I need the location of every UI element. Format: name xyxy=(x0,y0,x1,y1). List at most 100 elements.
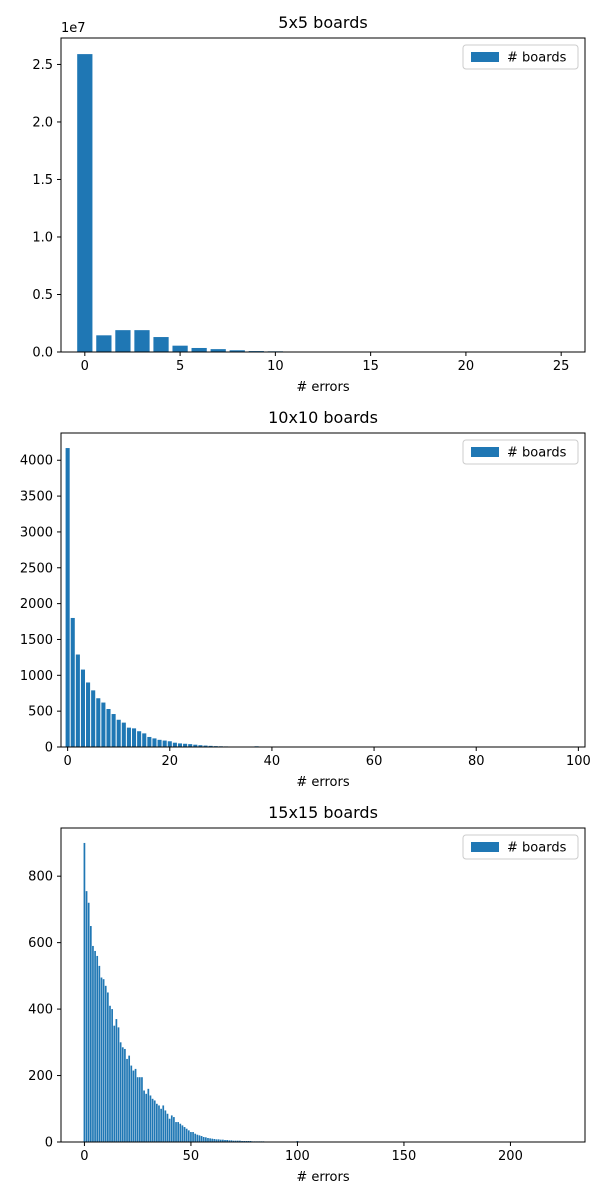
plot-frame xyxy=(60,37,586,353)
bar xyxy=(86,682,91,747)
bar xyxy=(102,979,105,1142)
bar xyxy=(132,1070,135,1142)
bar xyxy=(113,1025,116,1142)
bar xyxy=(98,965,101,1142)
y-tick-label: 0 xyxy=(45,1136,53,1151)
chart-15x15: 15x15 boards 0 50 100 150 200 0 200 400 600 800 # e… xyxy=(28,803,586,1185)
bar xyxy=(198,1135,201,1142)
bar xyxy=(85,891,88,1142)
x-tick-label: 100 xyxy=(285,1149,310,1164)
bar xyxy=(200,1136,203,1142)
bar xyxy=(162,1105,165,1142)
bar xyxy=(213,1139,216,1142)
bar xyxy=(219,1139,222,1142)
x-tick-label: 20 xyxy=(458,359,475,374)
x-tick-label: 50 xyxy=(183,1149,200,1164)
bar xyxy=(141,1077,143,1142)
bar xyxy=(175,1122,177,1142)
bar xyxy=(149,1095,152,1142)
legend-entry: # boards xyxy=(507,841,567,856)
y-tick-label: 1000 xyxy=(20,669,53,684)
bar xyxy=(215,1139,218,1142)
legend: # boards xyxy=(462,44,579,70)
bar xyxy=(167,741,172,747)
y-tick-label: 0.0 xyxy=(32,346,53,361)
bar xyxy=(185,1128,188,1142)
bar xyxy=(91,690,96,747)
bar xyxy=(121,722,126,747)
bar xyxy=(236,1140,239,1142)
bar xyxy=(224,1140,226,1142)
bar xyxy=(137,731,142,747)
bar xyxy=(116,719,121,747)
bar xyxy=(190,1132,192,1142)
bar xyxy=(222,1139,224,1142)
bar xyxy=(198,745,203,747)
bar xyxy=(152,738,157,747)
legend: # boards xyxy=(462,439,579,465)
bar xyxy=(96,955,99,1142)
chart-title: 5x5 boards xyxy=(278,13,367,32)
y-tick-label: 1.5 xyxy=(32,173,53,188)
bar xyxy=(117,1027,120,1142)
bar xyxy=(147,736,152,747)
bar xyxy=(124,1048,126,1142)
bar xyxy=(166,1113,169,1142)
x-tick-label: 150 xyxy=(392,1149,417,1164)
bar xyxy=(147,1088,150,1142)
bar xyxy=(211,1138,214,1142)
x-tick-label: 0 xyxy=(81,359,89,374)
bar xyxy=(121,1047,124,1142)
x-axis-label: # errors xyxy=(296,1170,349,1185)
bar xyxy=(187,1130,190,1142)
bar xyxy=(138,1077,141,1142)
bar xyxy=(109,1005,111,1142)
legend-box xyxy=(462,44,579,70)
bar xyxy=(230,1140,233,1142)
bar xyxy=(126,1058,128,1142)
x-tick-label: 15 xyxy=(362,359,379,374)
x-tick-label: 0 xyxy=(80,1149,88,1164)
bar xyxy=(162,740,167,747)
bar xyxy=(111,714,116,747)
bar xyxy=(232,1140,235,1142)
bar xyxy=(130,1065,133,1142)
bar xyxy=(207,1138,209,1142)
bar xyxy=(194,1133,197,1142)
x-tick-label: 80 xyxy=(468,754,485,769)
bar xyxy=(210,349,226,352)
bar xyxy=(94,950,96,1142)
bar xyxy=(65,448,70,747)
bar xyxy=(202,1137,205,1142)
bar xyxy=(70,617,75,747)
legend-swatch xyxy=(471,447,499,457)
bar xyxy=(203,745,208,747)
bar xyxy=(153,337,169,352)
chart-title: 15x15 boards xyxy=(268,803,378,822)
bar xyxy=(192,1132,194,1142)
bar xyxy=(217,1139,220,1142)
y-tick-label: 2000 xyxy=(20,597,53,612)
bar xyxy=(209,1138,211,1142)
bar xyxy=(177,1122,180,1142)
bar xyxy=(119,1042,122,1142)
bar xyxy=(77,54,93,352)
y-tick-label: 200 xyxy=(28,1069,53,1084)
y-tick-label: 1500 xyxy=(20,633,53,648)
bar xyxy=(104,985,107,1142)
legend-swatch xyxy=(471,52,499,62)
x-axis-label: # errors xyxy=(296,775,349,790)
bar xyxy=(229,350,245,352)
bar xyxy=(111,1009,113,1142)
y-tick-label: 4000 xyxy=(20,454,53,469)
bar xyxy=(183,1127,186,1142)
bar xyxy=(106,709,111,747)
bar xyxy=(89,926,92,1142)
bar xyxy=(156,1103,158,1142)
y-tick-label: 2.5 xyxy=(32,58,53,73)
legend: # boards xyxy=(462,834,579,860)
bar xyxy=(157,739,162,747)
bar xyxy=(204,1137,207,1142)
y-tick-label: 800 xyxy=(28,870,53,885)
bar xyxy=(226,1140,228,1142)
